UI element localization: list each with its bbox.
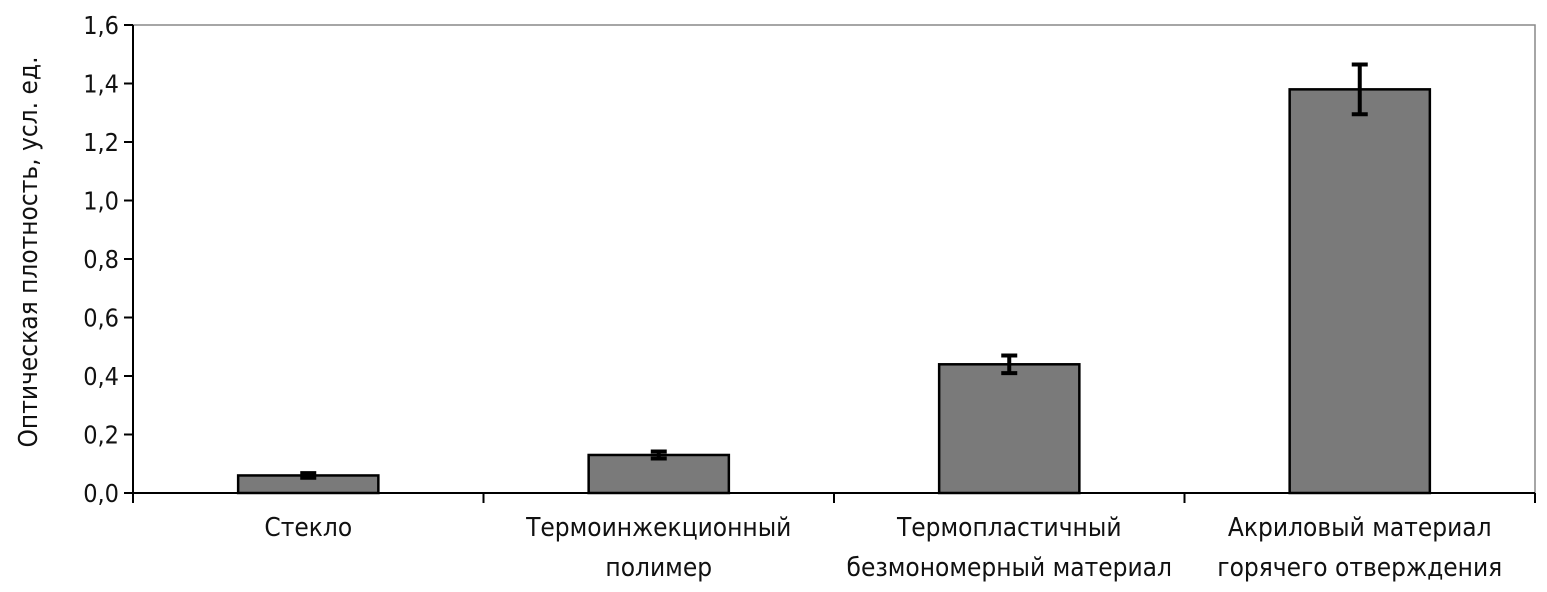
y-tick-label: 0,0	[83, 479, 119, 508]
x-category-label: Стекло	[264, 513, 352, 543]
y-tick-label: 1,2	[83, 128, 119, 157]
x-category-label-line: Стекло	[264, 513, 352, 543]
x-category-label: Термоинжекционный полимер	[525, 513, 791, 583]
x-category-label-line: полимер	[605, 553, 712, 583]
x-category-label-line: Термоинжекционный	[525, 513, 791, 543]
y-tick-label: 1,4	[83, 70, 119, 99]
x-category-label-line: безмономерный материал	[847, 553, 1172, 583]
x-category-label-line: Акриловый материал	[1228, 513, 1492, 543]
y-tick-label: 0,8	[83, 245, 119, 274]
y-tick-label: 0,6	[83, 304, 119, 333]
x-category-label-line: горячего отверждения	[1217, 553, 1502, 583]
x-category-label-line: Термопластичный	[896, 513, 1122, 543]
bar	[1288, 88, 1432, 495]
bar	[937, 363, 1081, 495]
y-tick-label: 0,4	[83, 362, 119, 391]
bar	[587, 453, 731, 495]
y-tick-label: 1,0	[83, 187, 119, 216]
y-tick-label: 1,6	[83, 11, 119, 40]
y-tick-label: 0,2	[83, 421, 119, 450]
y-axis-title: Оптическая плотность, усл. ед.	[14, 57, 44, 448]
x-category-label: Акриловый материал горячего отверждения	[1217, 513, 1502, 583]
x-category-label: Термопластичный безмономерный материал	[847, 513, 1172, 583]
